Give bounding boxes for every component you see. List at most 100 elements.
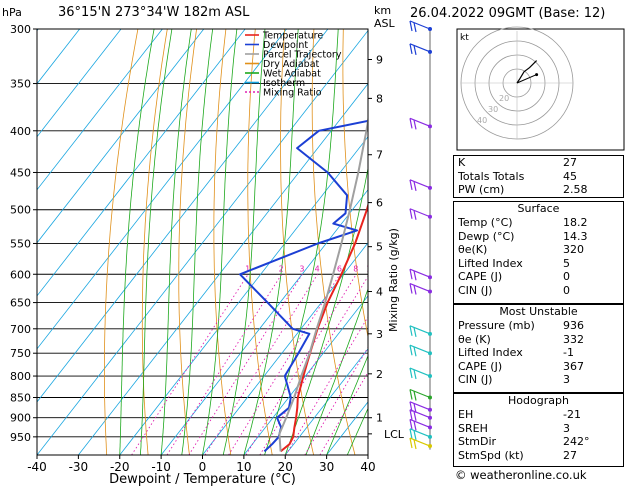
temperature-tick-label: 20 xyxy=(278,460,293,474)
surface-row: Lifted Index 5 xyxy=(458,256,570,270)
credit-link[interactable]: © weatheronline.co.uk xyxy=(455,468,587,482)
legend-entry: Mixing Ratio xyxy=(263,88,322,99)
hodo-row: EH -21 xyxy=(458,408,581,421)
mixing-ratio-label: 3 xyxy=(299,264,304,273)
wind-barb-flag xyxy=(413,45,417,55)
wind-barb-dot xyxy=(428,425,432,430)
km-tick-label: 6 xyxy=(376,197,383,210)
wind-barb-flag xyxy=(413,369,417,380)
wind-barb xyxy=(409,179,431,189)
indices-table: K 27 Totals Totals 45 PW (cm) 2.58 xyxy=(453,155,624,198)
legend-entry: Temperature xyxy=(262,31,323,42)
mixing-ratio-label: 6 xyxy=(337,264,342,273)
isotherm-line xyxy=(37,29,368,455)
wind-barbs xyxy=(409,20,432,450)
hodo-row: StmSpd (kt) 27 xyxy=(458,448,577,462)
legend-entry: Dewpoint xyxy=(263,40,308,51)
wind-barb-flag xyxy=(409,208,413,219)
pressure-tick-label: 400 xyxy=(10,125,31,138)
temperature-tick-label: -10 xyxy=(151,460,171,474)
hodo-row: StmDir 242° xyxy=(458,435,590,449)
forecast-datetime: 26.04.2022 09GMT (Base: 12) xyxy=(410,6,606,21)
temperature-tick-label: -40 xyxy=(27,460,47,474)
wind-barb-dot xyxy=(428,275,432,280)
pressure-tick-label: 550 xyxy=(10,237,31,250)
wind-barb-dot xyxy=(428,415,432,420)
mixing-ratio-label: 25 xyxy=(423,264,433,273)
wind-barb-flag xyxy=(409,20,413,32)
mixing-ratio-label: 2 xyxy=(279,264,284,273)
wind-barb-dot xyxy=(428,407,432,412)
wind-barb-flag xyxy=(409,409,413,420)
wet-adiabat-line xyxy=(140,29,173,455)
wind-barb xyxy=(409,325,431,335)
isotherm-line xyxy=(119,136,368,455)
wet-adiabat-line xyxy=(264,29,339,455)
mu-row: Lifted Index -1 xyxy=(458,346,574,360)
wind-barb-flag xyxy=(413,284,417,295)
pressure-tick-label: 450 xyxy=(10,166,31,179)
dry-adiabat-line xyxy=(213,29,232,455)
isotherm-line xyxy=(284,348,368,455)
hpa-unit-label: hPa xyxy=(2,6,22,19)
temperature-tick-label: -20 xyxy=(110,460,130,474)
wind-barb-flag xyxy=(413,181,417,191)
isotherm-line xyxy=(160,189,368,455)
wind-barb-flag xyxy=(413,119,417,130)
hodograph-unit-label: kt xyxy=(460,33,469,43)
dry-adiabat-line xyxy=(342,29,368,339)
surface-title: Surface xyxy=(517,202,560,215)
mu-row: θe (K) 332 xyxy=(458,332,584,346)
wind-barb-flag xyxy=(413,439,417,450)
wind-barb-flag xyxy=(409,419,413,430)
hodo-row: SREH 3 xyxy=(458,421,570,435)
km-tick-label: 7 xyxy=(376,149,383,162)
wet-adiabat-line xyxy=(202,29,238,455)
chart-grid: 1 2 3 4 6 8 10 15 20 25 xyxy=(37,29,433,455)
wind-barb-flag xyxy=(413,390,417,401)
wind-barb xyxy=(409,401,431,411)
wet-adiabat-line xyxy=(284,166,368,455)
surface-row: CIN (J) 0 xyxy=(458,283,570,297)
isotherm-line xyxy=(202,242,368,455)
temperature-tick-label: 10 xyxy=(236,460,251,474)
wind-barb-flag xyxy=(413,22,417,33)
wind-barb-flag xyxy=(409,389,413,400)
hodograph-ring-label: 20 xyxy=(499,94,509,103)
surface-row: CAPE (J) 0 xyxy=(458,270,570,284)
isotherm-line xyxy=(78,83,368,455)
wind-barb-dot xyxy=(428,289,432,294)
surface-row: θe(K) 320 xyxy=(458,243,584,257)
km-tick-label: 9 xyxy=(376,53,383,66)
wind-barb xyxy=(409,418,431,428)
legend-entry: Isotherm xyxy=(263,78,305,89)
wind-barb-dot xyxy=(428,27,432,31)
mixing-ratio-line xyxy=(304,346,368,455)
hodograph-ring-label: 30 xyxy=(488,105,498,114)
km-tick-label: 8 xyxy=(376,92,383,105)
wind-barb-flag xyxy=(409,437,413,449)
most-unstable-table: Most Unstable Pressure (mb) 936 θe (K) 332… xyxy=(453,304,624,393)
pressure-tick-label: 700 xyxy=(10,323,31,336)
wind-barb-dot xyxy=(428,351,432,356)
isotherm-line xyxy=(37,29,329,403)
km-tick-label: 4 xyxy=(376,286,383,299)
wind-barb-flag xyxy=(409,367,413,379)
surface-table: Surface Temp (°C) 18.2 Dewp (°C) 14.3 θe(K… xyxy=(453,201,624,304)
wind-barb-flag xyxy=(413,403,417,413)
pressure-tick-label: 800 xyxy=(10,370,31,383)
wind-barb-flag xyxy=(413,210,417,220)
km-unit-label: km xyxy=(374,4,392,17)
isotherm-line xyxy=(37,29,163,191)
wind-barb-flag xyxy=(409,428,413,439)
km-tick-label: 1 xyxy=(376,412,383,425)
parcel-trajectory-line xyxy=(278,115,368,452)
wind-barb-dot xyxy=(428,49,432,54)
temperature-tick-label: -30 xyxy=(69,460,89,474)
wind-barb-flag xyxy=(413,327,417,337)
index-row-tt: Totals Totals 45 xyxy=(458,169,577,183)
dry-adiabat-line xyxy=(280,29,314,455)
wind-barb xyxy=(409,409,431,419)
dry-adiabat-line xyxy=(104,29,139,455)
